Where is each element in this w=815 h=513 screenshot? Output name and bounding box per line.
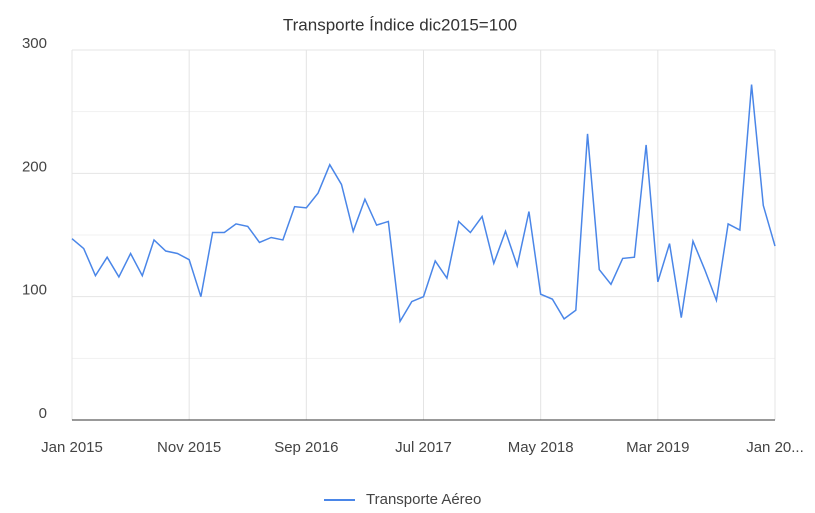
x-tick-label: Nov 2015: [157, 439, 221, 456]
x-tick-label: Jan 2015: [41, 439, 103, 456]
x-tick-label: Jan 20...: [746, 439, 804, 456]
y-tick-label: 300: [22, 35, 47, 52]
x-tick-label: May 2018: [508, 439, 574, 456]
y-tick-label: 200: [22, 158, 47, 175]
y-tick-label: 0: [39, 405, 47, 422]
x-tick-label: Mar 2019: [626, 439, 689, 456]
chart-title: Transporte Índice dic2015=100: [283, 15, 517, 34]
line-series: [71, 84, 776, 324]
x-tick-label: Sep 2016: [274, 439, 338, 456]
legend-label: Transporte Aéreo: [366, 491, 481, 508]
x-tick-label: Jul 2017: [395, 439, 452, 456]
y-tick-label: 100: [22, 282, 47, 299]
